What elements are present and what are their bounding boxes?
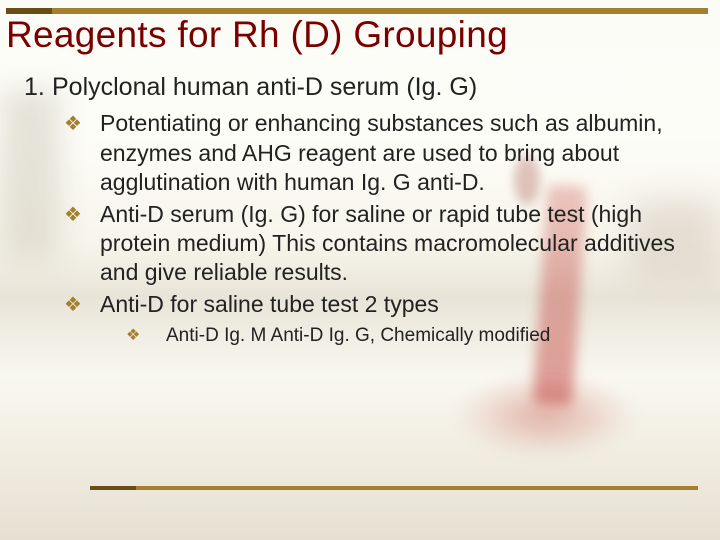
diamond-bullet-icon: ❖ xyxy=(64,109,100,197)
bullet-list: ❖ Potentiating or enhancing substances s… xyxy=(64,109,692,349)
diamond-bullet-icon: ❖ xyxy=(64,200,100,288)
bg-red-splash xyxy=(450,370,640,460)
bullet-text: Potentiating or enhancing substances suc… xyxy=(100,109,692,197)
bullet-text: Anti-D serum (Ig. G) for saline or rapid… xyxy=(100,200,692,288)
sub-bullet-text: Anti-D Ig. M Anti-D Ig. G, Chemically mo… xyxy=(166,323,550,349)
bullet-item: ❖ Anti-D serum (Ig. G) for saline or rap… xyxy=(64,200,692,288)
slide-title: Reagents for Rh (D) Grouping xyxy=(6,14,706,57)
bullet-item: ❖ Potentiating or enhancing substances s… xyxy=(64,109,692,197)
sub-bullet-list: ❖ Anti-D Ig. M Anti-D Ig. G, Chemically … xyxy=(126,323,692,349)
diamond-bullet-icon: ❖ xyxy=(64,290,100,319)
list-number: 1. xyxy=(24,72,52,103)
slide: Reagents for Rh (D) Grouping 1. Polyclon… xyxy=(0,0,720,540)
bullet-item: ❖ Anti-D for saline tube test 2 types xyxy=(64,290,692,319)
bottom-rule xyxy=(90,486,698,490)
list-text: Polyclonal human anti-D serum (Ig. G) xyxy=(52,72,477,103)
numbered-item: 1. Polyclonal human anti-D serum (Ig. G) xyxy=(24,72,692,103)
slide-body: 1. Polyclonal human anti-D serum (Ig. G)… xyxy=(24,72,692,349)
bottom-rule-accent xyxy=(90,486,136,490)
bullet-text: Anti-D for saline tube test 2 types xyxy=(100,290,439,319)
diamond-bullet-icon: ❖ xyxy=(126,323,166,349)
sub-bullet-item: ❖ Anti-D Ig. M Anti-D Ig. G, Chemically … xyxy=(126,323,692,349)
